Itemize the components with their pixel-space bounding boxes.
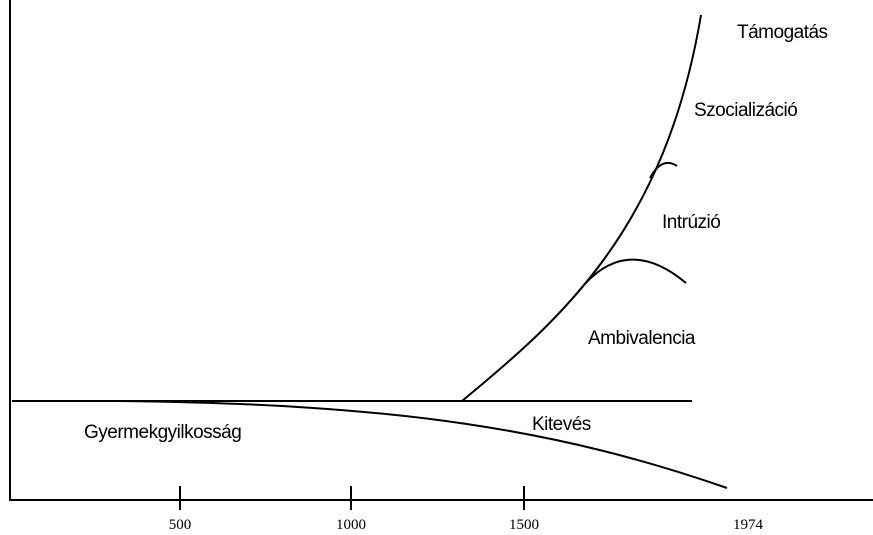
label: Gyermekgyilkosság [84, 422, 241, 443]
label: Támogatás [737, 22, 828, 43]
tick-label: 1000 [336, 517, 366, 533]
label: Ambivalencia [588, 328, 696, 349]
small-arc [649, 162, 678, 179]
large-arc [577, 258, 687, 293]
label: Szocializáció [694, 100, 797, 121]
label: Kitevés [532, 414, 591, 435]
tick-label: 1500 [509, 517, 539, 533]
tick-label: 1974 [733, 517, 764, 533]
rising-curve [461, 14, 702, 402]
label: Intrúzió [662, 212, 720, 233]
falling-curve [119, 400, 728, 489]
tick-label: 500 [169, 517, 192, 533]
